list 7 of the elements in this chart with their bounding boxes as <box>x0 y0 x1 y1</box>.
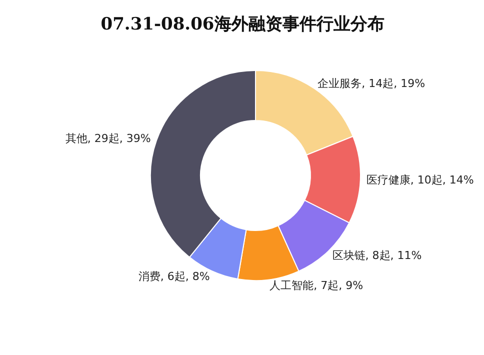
chart-title: 07.31-08.06海外融资事件行业分布 <box>100 14 384 34</box>
slice-label: 区块链, 8起, 11% <box>332 249 422 262</box>
slice-label: 人工智能, 7起, 9% <box>270 279 364 292</box>
slice-label: 其他, 29起, 39% <box>65 132 151 146</box>
slice-label: 企业服务, 14起, 19% <box>318 77 426 90</box>
slice-label: 医疗健康, 10起, 14% <box>366 174 474 187</box>
slice-label: 消费, 6起, 8% <box>138 270 210 284</box>
